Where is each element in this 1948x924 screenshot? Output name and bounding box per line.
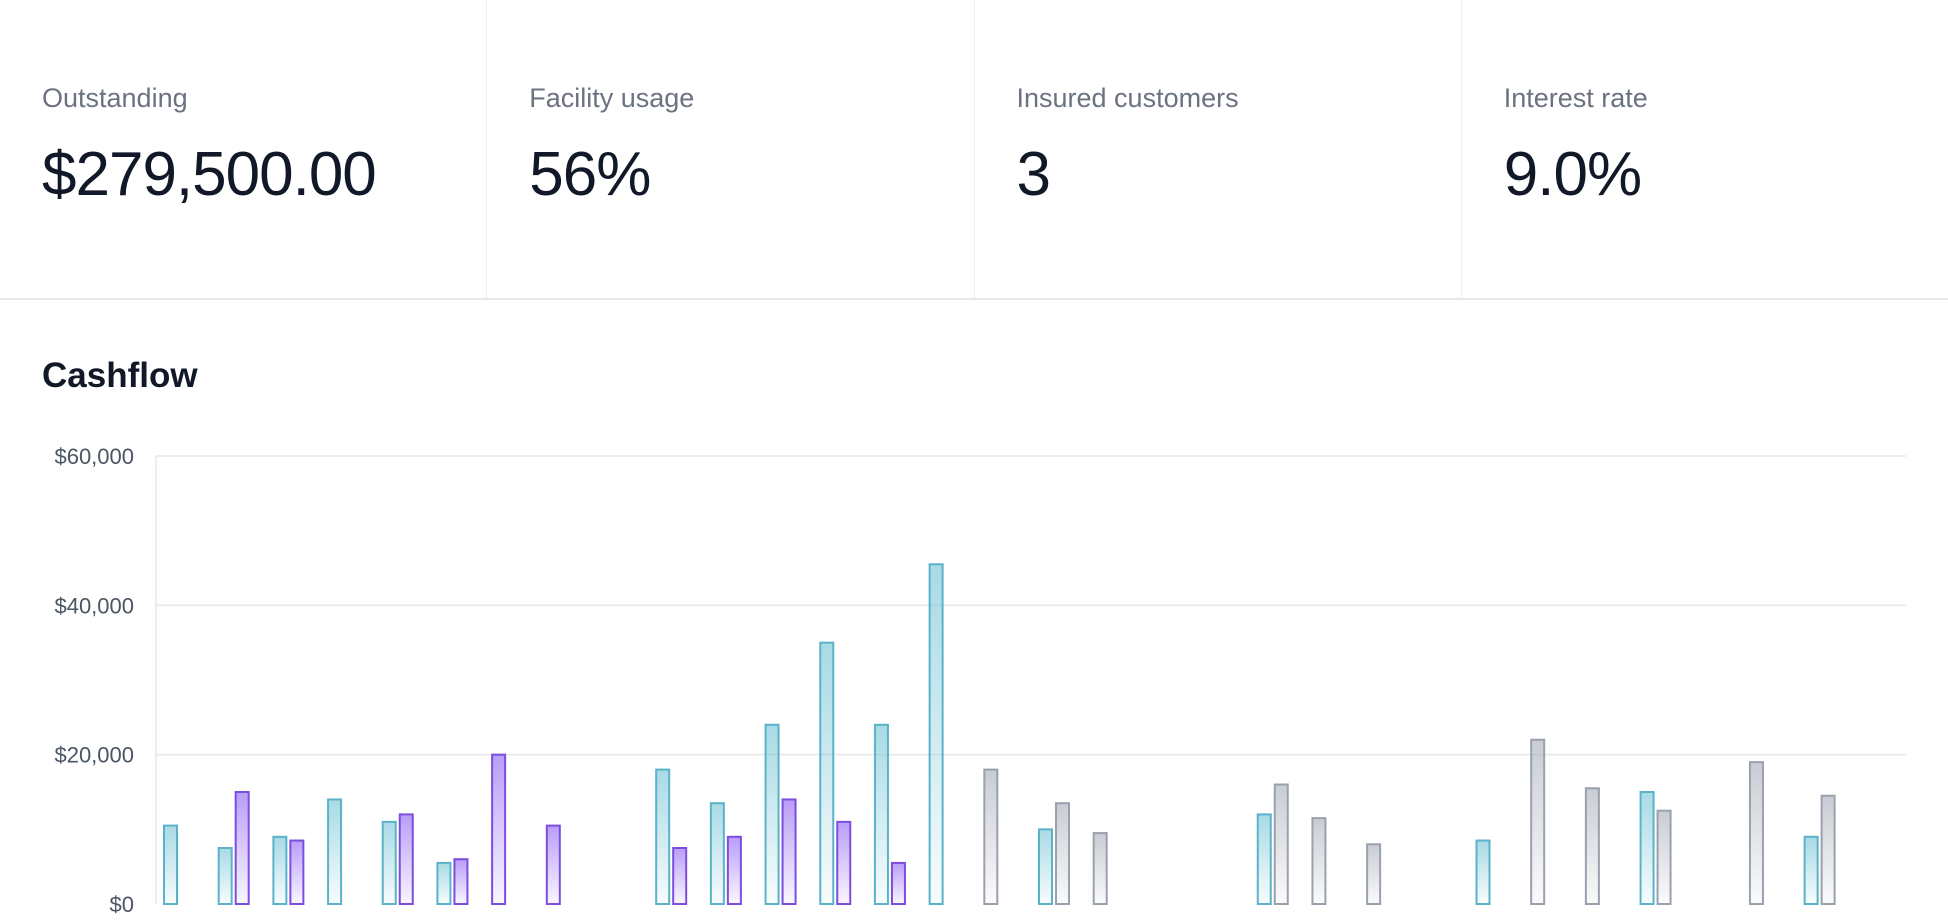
cashflow-bar-purple[interactable] bbox=[726, 835, 742, 905]
cashflow-bar-gray[interactable] bbox=[1584, 787, 1600, 905]
cashflow-bar-purple[interactable] bbox=[672, 847, 688, 905]
cashflow-bar-purple[interactable] bbox=[491, 753, 507, 905]
cashflow-bar-teal[interactable] bbox=[1256, 813, 1272, 905]
cashflow-bar-teal[interactable] bbox=[163, 824, 178, 906]
cashflow-bar-gray[interactable] bbox=[1748, 761, 1764, 905]
cashflow-bar-teal[interactable] bbox=[764, 723, 780, 905]
cashflow-bar-teal[interactable] bbox=[1803, 835, 1819, 905]
stat-value: 3 bbox=[1016, 140, 1051, 209]
y-tick-label: $0 bbox=[110, 892, 134, 917]
stat-label: Insured customers bbox=[1016, 83, 1239, 113]
cashflow-bar-purple[interactable] bbox=[234, 791, 250, 905]
stat-label: Outstanding bbox=[42, 83, 188, 113]
stats-row: Outstanding $279,500.00 Facility usage 5… bbox=[0, 0, 1948, 300]
stat-facility-usage: Facility usage 56% bbox=[487, 0, 975, 298]
cashflow-bar-purple[interactable] bbox=[453, 858, 469, 906]
cashflow-bar-teal[interactable] bbox=[709, 802, 725, 906]
cashflow-bar-purple[interactable] bbox=[781, 798, 797, 906]
stat-label: Interest rate bbox=[1503, 83, 1648, 113]
stat-outstanding: Outstanding $279,500.00 bbox=[0, 0, 488, 298]
stat-value: 56% bbox=[529, 140, 651, 209]
cashflow-bar-teal[interactable] bbox=[381, 820, 397, 905]
cashflow-bar-gray[interactable] bbox=[1530, 738, 1546, 905]
cashflow-bar-purple[interactable] bbox=[289, 839, 305, 905]
cashflow-bar-teal[interactable] bbox=[1475, 839, 1491, 905]
y-tick-label: $40,000 bbox=[54, 593, 134, 618]
cashflow-bar-purple[interactable] bbox=[545, 824, 561, 906]
y-tick-label: $20,000 bbox=[54, 743, 134, 768]
cashflow-bar-gray[interactable] bbox=[1656, 809, 1672, 905]
cashflow-bar-gray[interactable] bbox=[1820, 794, 1836, 906]
stat-insured-customers: Insured customers 3 bbox=[975, 0, 1462, 298]
cashflow-bar-gray[interactable] bbox=[1273, 783, 1289, 905]
stat-value: $279,500.00 bbox=[42, 140, 377, 209]
stat-value: 9.0% bbox=[1503, 140, 1642, 209]
stat-label: Facility usage bbox=[529, 83, 695, 113]
cashflow-bar-teal[interactable] bbox=[819, 641, 835, 906]
cashflow-bar-gray[interactable] bbox=[983, 768, 999, 905]
cashflow-title: Cashflow bbox=[42, 356, 198, 395]
cashflow-bar-gray[interactable] bbox=[1092, 832, 1108, 906]
cashflow-bar-teal[interactable] bbox=[272, 835, 288, 905]
cashflow-chart: $0 $20,000 $40,000 $60,000 bbox=[0, 420, 1948, 924]
y-tick-label: $60,000 bbox=[54, 444, 134, 469]
cashflow-bar-teal[interactable] bbox=[327, 798, 343, 906]
cashflow-bar-purple[interactable] bbox=[890, 861, 906, 905]
cashflow-bar-purple[interactable] bbox=[836, 820, 852, 905]
cashflow-bar-teal[interactable] bbox=[928, 563, 944, 905]
cashflow-bar-gray[interactable] bbox=[1311, 817, 1327, 905]
cashflow-chart-svg: $0 $20,000 $40,000 $60,000 bbox=[54, 444, 1906, 917]
cashflow-bar-teal[interactable] bbox=[1038, 828, 1053, 906]
stat-interest-rate: Interest rate 9.0% bbox=[1462, 0, 1948, 298]
cashflow-bar-purple[interactable] bbox=[398, 813, 414, 905]
cashflow-bar-gray[interactable] bbox=[1055, 802, 1070, 906]
cashflow-bar-teal[interactable] bbox=[1639, 791, 1655, 905]
cashflow-bar-gray[interactable] bbox=[1366, 843, 1382, 905]
cashflow-bar-teal[interactable] bbox=[217, 847, 233, 905]
cashflow-bar-teal[interactable] bbox=[436, 861, 452, 905]
cashflow-bar-teal[interactable] bbox=[873, 723, 889, 905]
cashflow-bar-teal[interactable] bbox=[655, 768, 671, 905]
